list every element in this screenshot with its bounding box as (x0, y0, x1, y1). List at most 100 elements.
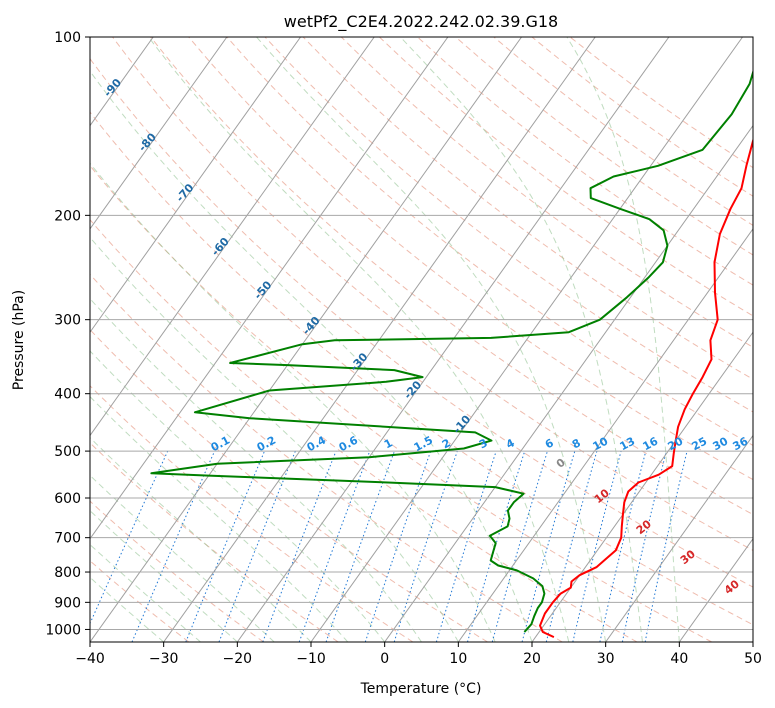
isotherm-label: -80 (136, 130, 159, 154)
dry-adiabat-line (90, 273, 563, 642)
y-tick-label: 800 (54, 565, 81, 581)
y-tick-label: 100 (54, 30, 81, 46)
mixing-ratio-label: 10 (591, 434, 611, 453)
mixing-ratio-line (599, 450, 647, 642)
dry-adiabat-line (340, 37, 753, 348)
moist-adiabat-label: 0 (554, 456, 568, 471)
dewpoint-profile-line (150, 69, 753, 633)
isotherm-label: -70 (174, 181, 197, 205)
y-tick-label: 400 (54, 387, 81, 403)
mixing-ratio-label: 6 (543, 436, 556, 451)
isotherm-line (605, 434, 753, 642)
x-axis: −40 −30 −20 −10 0 10 20 30 40 50 (75, 642, 762, 667)
moist-adiabat-line (90, 474, 275, 642)
y-tick-label: 600 (54, 491, 81, 507)
isotherm-line (90, 37, 449, 540)
mixing-ratio-label: 8 (570, 436, 583, 451)
moist-adiabat-label: 10 (592, 486, 612, 506)
isotherm-line (310, 37, 743, 642)
isotherm-line (384, 124, 753, 642)
mixing-ratio-label: 16 (641, 434, 661, 453)
moist-adiabat-line (90, 162, 496, 642)
x-tick-label: −30 (149, 651, 179, 667)
mixing-ratio-label: 30 (711, 434, 731, 453)
dry-adiabat-line (90, 442, 339, 642)
dry-adiabat-line (90, 500, 264, 642)
isotherm-label: -90 (101, 76, 124, 100)
y-tick-label: 900 (54, 595, 81, 611)
x-axis-label: Temperature (°C) (360, 681, 482, 697)
mixing-ratio-line (262, 450, 337, 642)
isotherm-label: -40 (300, 314, 323, 338)
moist-adiabat-line (90, 395, 349, 642)
x-tick-label: 20 (523, 651, 541, 667)
moist-adiabat-line (90, 436, 312, 642)
mixing-ratio-line (521, 450, 576, 642)
mixing-ratio-line (393, 450, 458, 642)
dry-adiabat-line (90, 328, 488, 642)
moist-adiabat-line (566, 37, 680, 642)
moist-adiabat-line (256, 37, 607, 642)
isotherm-line (90, 37, 228, 230)
mixing-ratio-label: 1 (382, 436, 395, 451)
isotherm-line (752, 641, 753, 642)
moist-adiabat-line (90, 350, 386, 642)
temperature-profile-line (539, 137, 753, 639)
dry-adiabat-line (90, 111, 753, 626)
mixing-ratio-label: 20 (666, 434, 686, 453)
isotherm-line (457, 228, 753, 642)
moist-adiabat-line (90, 70, 533, 642)
mixing-ratio-label: 36 (731, 434, 751, 453)
y-tick-label: 1000 (45, 622, 81, 638)
guide-labels: -100-90-80-70-60-50-40-30-20-100.1 0.2 0.4… (90, 37, 751, 597)
x-tick-label: 30 (597, 651, 615, 667)
sounding-lines (150, 69, 753, 639)
chart-title: wetPf2_C2E4.2022.242.02.39.G18 (284, 12, 558, 32)
x-tick-label: 50 (744, 651, 762, 667)
mixing-ratio-line (298, 450, 371, 642)
isotherm-line (531, 331, 753, 642)
dry-adiabat-line (493, 37, 753, 226)
isotherm-line (236, 37, 670, 642)
x-tick-label: −10 (296, 651, 326, 667)
y-tick-label: 200 (54, 208, 81, 224)
dry-adiabat-line (531, 37, 753, 197)
plot-frame (89, 36, 754, 643)
mixing-ratio-line (218, 450, 296, 642)
dry-adiabat-line (90, 560, 190, 642)
y-tick-label: 500 (54, 444, 81, 460)
y-axis: 100 200 300 400 500 600 700 800 900 1000 (45, 30, 90, 638)
mixing-ratio-line (364, 450, 432, 642)
mixing-ratio-label: 4 (504, 436, 517, 451)
moist-adiabat-line (90, 576, 165, 642)
isotherm-line (678, 537, 753, 642)
x-tick-label: 40 (670, 651, 688, 667)
pressure-gridlines (90, 37, 753, 630)
moist-adiabat-line (90, 543, 201, 642)
x-tick-label: 10 (449, 651, 467, 667)
mixing-ratio-line (644, 450, 688, 642)
mixing-ratio-line (325, 450, 395, 642)
mixing-ratio-line (435, 450, 497, 642)
isotherm-line (0, 37, 6, 642)
x-tick-label: 0 (380, 651, 389, 667)
dry-adiabat-line (302, 37, 753, 380)
moist-adiabat-line (400, 37, 643, 642)
dry-adiabat-line (112, 37, 753, 551)
isotherm-label: -50 (252, 278, 275, 302)
mixing-ratio-label: 13 (618, 435, 638, 454)
dry-adiabat-line (90, 218, 638, 642)
x-tick-label: −20 (223, 651, 253, 667)
dry-adiabat-line (188, 37, 753, 481)
y-tick-label: 300 (54, 313, 81, 329)
moist-adiabat-line (90, 236, 459, 642)
moist-adiabat-label: 40 (722, 577, 742, 597)
mixing-ratio-line (572, 450, 622, 642)
x-tick-label: −40 (75, 651, 105, 667)
mixing-ratio-line (621, 450, 667, 642)
moist-adiabat-label: 20 (634, 517, 654, 537)
moist-adiabat-line (90, 510, 238, 642)
y-axis-label: Pressure (hPa) (11, 290, 27, 390)
dry-adiabat-line (150, 37, 753, 516)
